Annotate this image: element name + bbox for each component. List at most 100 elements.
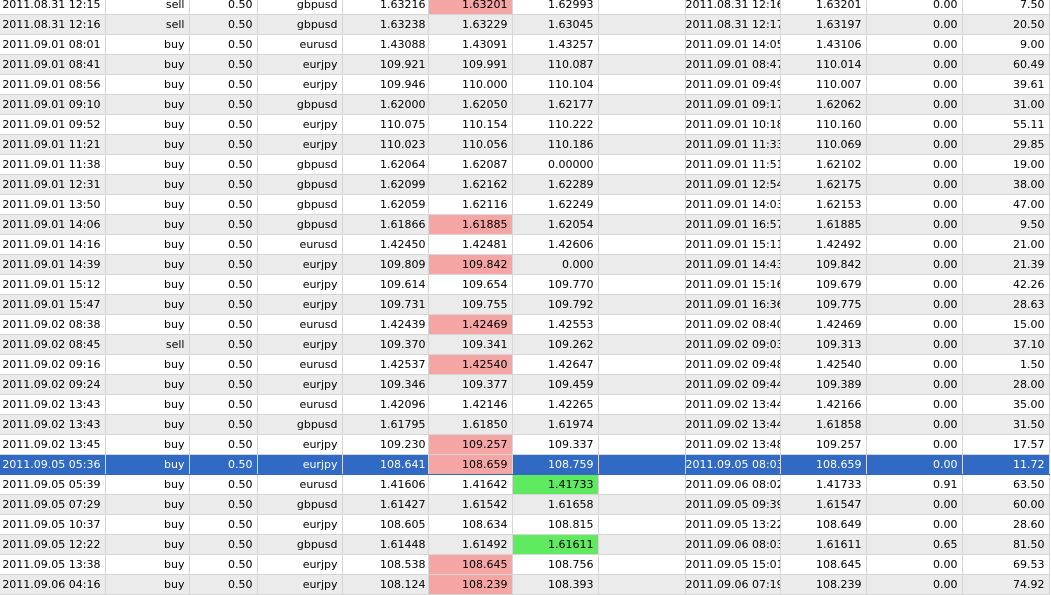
take-profit-cell: 109.792 [512,294,599,315]
lot-size-cell: 0.50 [189,134,258,155]
stop-loss-cell: 1.61542 [428,494,513,515]
table-row[interactable]: 2011.09.01 09:10 buy 0.50 gbpusd 1.62000 1.62… [0,94,1050,115]
profit-cell: 38.00 [962,174,1050,195]
table-row[interactable]: 2011.09.05 05:36 buy 0.50 eurjpy 108.641 108.… [0,454,1050,475]
profit-cell: 39.61 [962,74,1050,95]
order-type-cell: sell [105,14,190,35]
order-type-cell: buy [105,374,190,395]
symbol-cell: eurusd [257,234,343,255]
commission-cell: 0.00 [866,14,963,35]
spacer-cell [598,354,686,375]
table-row[interactable]: 2011.09.01 12:31 buy 0.50 gbpusd 1.62099 1.62… [0,174,1050,195]
symbol-cell: eurusd [257,314,343,335]
close-time-cell: 2011.09.01 09:49 [685,74,781,95]
open-time-cell: 2011.09.05 10:37 [0,514,106,535]
table-row[interactable]: 2011.09.01 15:12 buy 0.50 eurjpy 109.614 109.… [0,274,1050,295]
close-price-cell: 1.43106 [780,34,867,55]
take-profit-cell: 1.62993 [512,0,599,15]
table-row[interactable]: 2011.09.05 13:38 buy 0.50 eurjpy 108.538 108.… [0,554,1050,575]
table-row[interactable]: 2011.09.01 11:38 buy 0.50 gbpusd 1.62064 1.62… [0,154,1050,175]
table-row[interactable]: 2011.09.05 10:37 buy 0.50 eurjpy 108.605 108.… [0,514,1050,535]
table-row[interactable]: 2011.09.02 09:24 buy 0.50 eurjpy 109.346 109.… [0,374,1050,395]
commission-cell: 0.00 [866,494,963,515]
open-price-cell: 1.61866 [342,214,429,235]
table-row[interactable]: 2011.09.01 14:16 buy 0.50 eurusd 1.42450 1.42… [0,234,1050,255]
lot-size-cell: 0.50 [189,214,258,235]
take-profit-cell: 1.42647 [512,354,599,375]
table-row[interactable]: 2011.09.02 09:16 buy 0.50 eurusd 1.42537 1.42… [0,354,1050,375]
open-price-cell: 1.63238 [342,14,429,35]
symbol-cell: gbpusd [257,154,343,175]
open-price-cell: 1.62059 [342,194,429,215]
table-row[interactable]: 2011.09.02 08:45 sell 0.50 eurjpy 109.370 109… [0,334,1050,355]
lot-size-cell: 0.50 [189,194,258,215]
open-price-cell: 109.346 [342,374,429,395]
table-row[interactable]: 2011.09.01 09:52 buy 0.50 eurjpy 110.075 110.… [0,114,1050,135]
table-row[interactable]: 2011.08.31 12:16 sell 0.50 gbpusd 1.63238 1.6… [0,14,1050,35]
profit-cell: 60.00 [962,494,1050,515]
table-row[interactable]: 2011.09.01 08:41 buy 0.50 eurjpy 109.921 109.… [0,54,1050,75]
table-row[interactable]: 2011.09.02 08:38 buy 0.50 eurusd 1.42439 1.42… [0,314,1050,335]
lot-size-cell: 0.50 [189,94,258,115]
symbol-cell: gbpusd [257,494,343,515]
table-row[interactable]: 2011.09.01 11:21 buy 0.50 eurjpy 110.023 110.… [0,134,1050,155]
lot-size-cell: 0.50 [189,114,258,135]
symbol-cell: gbpusd [257,214,343,235]
lot-size-cell: 0.50 [189,534,258,555]
profit-cell: 7.50 [962,0,1050,15]
take-profit-cell: 109.770 [512,274,599,295]
table-row[interactable]: 2011.09.01 13:50 buy 0.50 gbpusd 1.62059 1.62… [0,194,1050,215]
table-row[interactable]: 2011.08.31 12:15 sell 0.50 gbpusd 1.63216 1.6… [0,0,1050,15]
symbol-cell: eurjpy [257,574,343,595]
table-row[interactable]: 2011.09.02 13:43 buy 0.50 eurusd 1.42096 1.42… [0,394,1050,415]
symbol-cell: eurusd [257,474,343,495]
lot-size-cell: 0.50 [189,374,258,395]
commission-cell: 0.00 [866,274,963,295]
open-time-cell: 2011.09.01 09:10 [0,94,106,115]
order-type-cell: buy [105,154,190,175]
table-row[interactable]: 2011.09.05 05:39 buy 0.50 eurusd 1.41606 1.41… [0,474,1050,495]
open-time-cell: 2011.09.02 13:45 [0,434,106,455]
symbol-cell: gbpusd [257,94,343,115]
spacer-cell [598,494,686,515]
open-price-cell: 1.43088 [342,34,429,55]
spacer-cell [598,314,686,335]
take-profit-cell: 0.00000 [512,154,599,175]
commission-cell: 0.00 [866,94,963,115]
open-time-cell: 2011.09.05 13:38 [0,554,106,575]
open-price-cell: 110.075 [342,114,429,135]
commission-cell: 0.00 [866,314,963,335]
close-price-cell: 109.389 [780,374,867,395]
symbol-cell: eurjpy [257,254,343,275]
table-row[interactable]: 2011.09.02 13:45 buy 0.50 eurjpy 109.230 109.… [0,434,1050,455]
close-time-cell: 2011.09.02 13:48 [685,434,781,455]
table-row[interactable]: 2011.09.01 08:01 buy 0.50 eurusd 1.43088 1.43… [0,34,1050,55]
stop-loss-cell: 1.61885 [428,214,513,235]
spacer-cell [598,414,686,435]
table-row[interactable]: 2011.09.05 12:22 buy 0.50 gbpusd 1.61448 1.61… [0,534,1050,555]
order-type-cell: buy [105,434,190,455]
close-price-cell: 1.62153 [780,194,867,215]
profit-cell: 28.60 [962,514,1050,535]
profit-cell: 31.00 [962,94,1050,115]
close-time-cell: 2011.08.31 12:17 [685,14,781,35]
table-row[interactable]: 2011.09.01 14:06 buy 0.50 gbpusd 1.61866 1.61… [0,214,1050,235]
table-row[interactable]: 2011.09.01 08:56 buy 0.50 eurjpy 109.946 110.… [0,74,1050,95]
symbol-cell: gbpusd [257,14,343,35]
close-price-cell: 110.007 [780,74,867,95]
take-profit-cell: 110.222 [512,114,599,135]
table-row[interactable]: 2011.09.05 07:29 buy 0.50 gbpusd 1.61427 1.61… [0,494,1050,515]
close-time-cell: 2011.08.31 12:16 [685,0,781,15]
table-row[interactable]: 2011.09.01 15:47 buy 0.50 eurjpy 109.731 109.… [0,294,1050,315]
table-row[interactable]: 2011.09.01 14:39 buy 0.50 eurjpy 109.809 109.… [0,254,1050,275]
stop-loss-cell: 108.634 [428,514,513,535]
open-price-cell: 109.809 [342,254,429,275]
order-type-cell: buy [105,194,190,215]
table-row[interactable]: 2011.09.02 13:43 buy 0.50 gbpusd 1.61795 1.61… [0,414,1050,435]
take-profit-cell: 110.186 [512,134,599,155]
close-price-cell: 1.62102 [780,154,867,175]
close-time-cell: 2011.09.01 16:57 [685,214,781,235]
commission-cell: 0.00 [866,54,963,75]
open-price-cell: 1.62064 [342,154,429,175]
table-row[interactable]: 2011.09.06 04:16 buy 0.50 eurjpy 108.124 108.… [0,574,1050,595]
